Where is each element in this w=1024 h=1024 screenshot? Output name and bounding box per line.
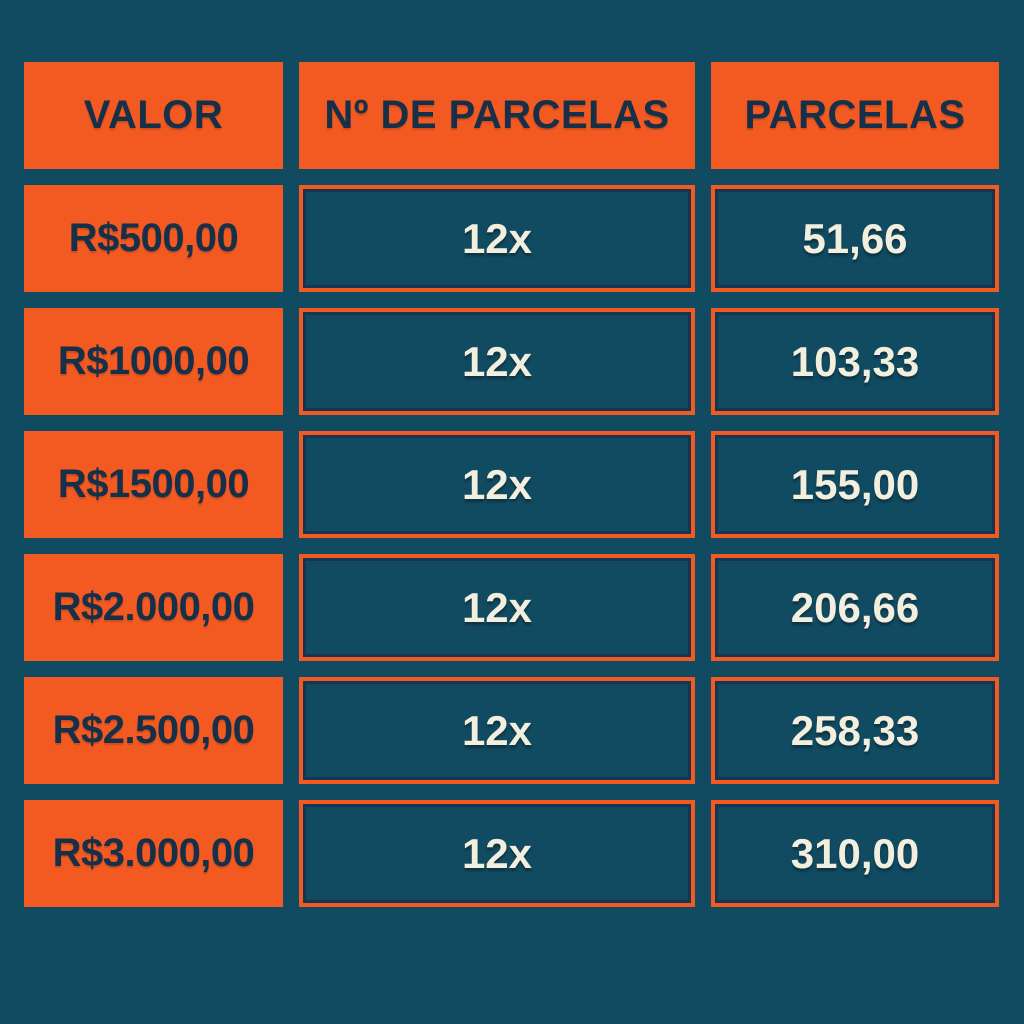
valor-cell: R$1000,00: [24, 308, 283, 415]
installments-count-cell: 12x: [299, 431, 695, 538]
valor-cell: R$2.000,00: [24, 554, 283, 661]
header-cell-parcelas: PARCELAS: [711, 62, 999, 169]
installments-count-cell: 12x: [299, 554, 695, 661]
valor-cell: R$1500,00: [24, 431, 283, 538]
header-cell-valor: VALOR: [24, 62, 283, 169]
installment-price-table: VALOR Nº DE PARCELAS PARCELAS R$500,00 1…: [24, 62, 999, 907]
installments-count-cell: 12x: [299, 800, 695, 907]
valor-cell: R$500,00: [24, 185, 283, 292]
installment-value-cell: 258,33: [711, 677, 999, 784]
installments-count-cell: 12x: [299, 308, 695, 415]
installments-count-cell: 12x: [299, 185, 695, 292]
installment-value-cell: 51,66: [711, 185, 999, 292]
installment-value-cell: 103,33: [711, 308, 999, 415]
valor-cell: R$3.000,00: [24, 800, 283, 907]
installments-count-cell: 12x: [299, 677, 695, 784]
installment-value-cell: 206,66: [711, 554, 999, 661]
installment-value-cell: 310,00: [711, 800, 999, 907]
header-cell-num-parcelas: Nº DE PARCELAS: [299, 62, 695, 169]
installment-value-cell: 155,00: [711, 431, 999, 538]
valor-cell: R$2.500,00: [24, 677, 283, 784]
